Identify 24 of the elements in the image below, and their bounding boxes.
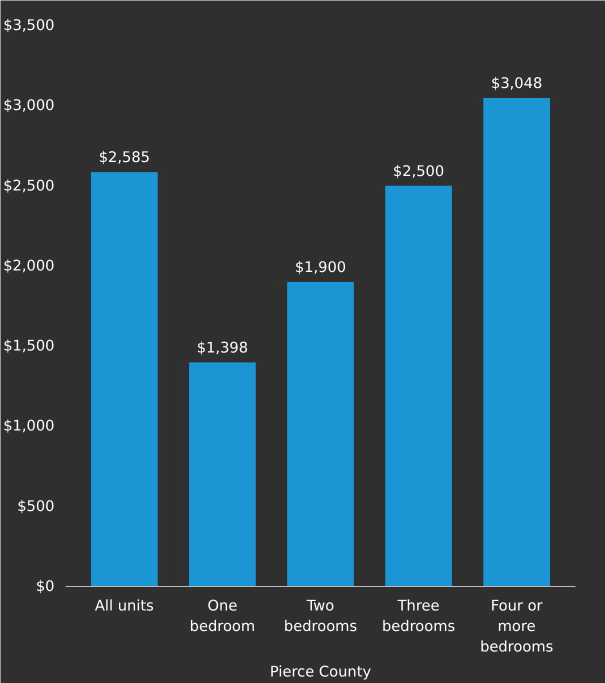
data-label: $1,398 [196,339,248,356]
y-tick-label: $3,500 [3,17,55,34]
bar [189,362,256,586]
data-label: $2,585 [98,149,150,166]
data-label: $2,500 [392,162,444,180]
data-label: $1,900 [294,258,346,276]
x-tick-label: One bedroom [190,598,256,635]
x-axis-title: Pierce County [270,663,372,680]
x-tick-label: Three bedrooms [382,598,456,635]
y-tick-label: $1,000 [3,418,55,435]
x-tick-label: Four or more bedrooms [480,598,554,656]
x-tick-label: Two bedrooms [284,598,358,635]
y-tick-label: $3,000 [3,97,55,114]
data-label: $3,048 [491,74,542,92]
y-tick-label: $2,000 [3,257,55,274]
y-tick-label: $2,500 [3,177,55,194]
bar [483,98,550,586]
bar [385,186,452,586]
y-tick-label: $500 [17,498,55,515]
y-tick-label: $1,500 [3,338,55,355]
bar [287,282,354,586]
y-tick-label: $0 [36,578,55,595]
x-tick-label: All units [94,598,154,614]
bar [91,172,158,586]
